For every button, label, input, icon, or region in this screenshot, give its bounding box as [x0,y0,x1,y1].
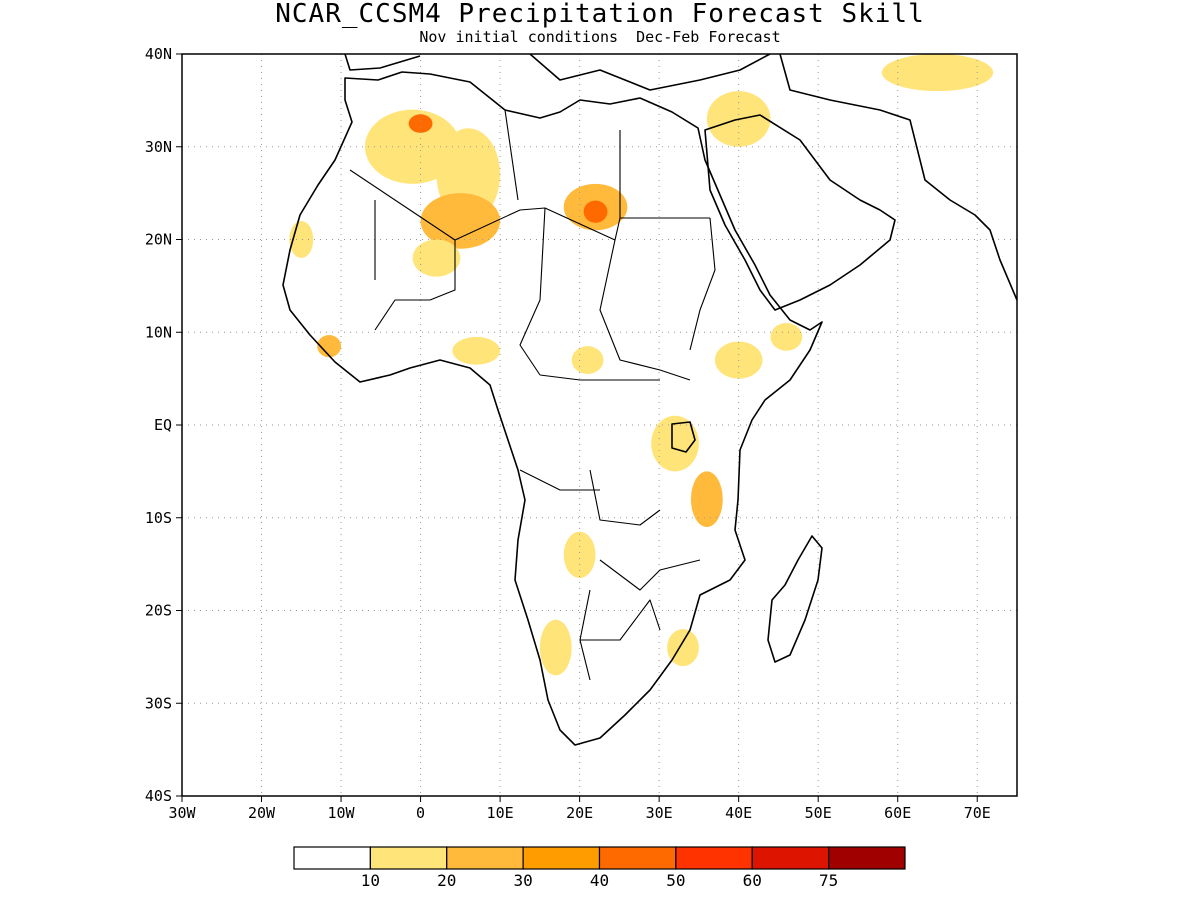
colorbar-swatch [446,846,524,870]
skill-region [690,471,723,528]
y-tick-label: 10S [145,509,172,527]
skill-region [408,114,433,133]
lake-victoria [671,421,696,453]
colorbar-swatch [522,846,601,870]
skill-region [583,200,608,223]
y-tick-label: 10N [145,323,172,341]
skill-region [420,193,501,249]
colorbar-swatch [751,846,830,870]
y-tick-label: 40S [145,787,172,805]
skill-region [412,239,461,277]
x-tick-label: 10E [487,804,514,822]
colorbar-swatch [369,846,448,870]
y-tick-label: 20N [145,231,172,249]
africa-coastline [282,71,823,746]
y-tick-label: EQ [154,416,172,434]
x-tick-label: 70E [964,804,991,822]
country-borders [349,109,716,681]
x-tick-label: 40E [725,804,752,822]
x-tick-label: 20E [566,804,593,822]
y-tick-label: 20S [145,602,172,620]
x-tick-label: 30E [646,804,673,822]
y-tick-label: 30N [145,138,172,156]
colorbar-swatch [293,846,371,870]
colorbar-label: 30 [513,871,532,890]
colorbar-label: 75 [819,871,838,890]
skill-region [563,531,596,579]
skill-region [364,109,461,184]
colorbar-swatch [828,846,906,870]
colorbar-label: 50 [666,871,685,890]
skill-region [452,336,501,365]
graticule [182,54,1017,796]
colorbar-label: 60 [743,871,762,890]
mediterranean-north-coast [344,54,1017,301]
colorbar-label: 40 [590,871,609,890]
x-tick-label: 60E [884,804,911,822]
colorbar-label: 20 [437,871,456,890]
skill-region [770,322,803,351]
skill-region [881,54,994,92]
skill-region [651,415,699,472]
x-tick-label: 30W [168,804,196,822]
y-tick-label: 40N [145,45,172,63]
colorbar-label: 10 [361,871,380,890]
x-tick-label: 20W [248,804,276,822]
x-tick-label: 0 [416,804,425,822]
colorbar: 10 20 30 40 50 60 75 [293,846,906,890]
colorbar-swatch [675,846,753,870]
x-tick-label: 50E [805,804,832,822]
chart-title: NCAR_CCSM4 Precipitation Forecast Skill [275,0,925,29]
arabia-coastline [704,114,896,311]
colorbar-swatch [598,846,677,870]
y-tick-label: 30S [145,694,172,712]
skill-region [571,346,604,374]
x-tick-label: 10W [328,804,356,822]
skill-region [667,629,699,667]
madagascar-coastline [767,535,823,663]
skill-region [539,619,572,676]
axis-ticks: 30W 20W 10W 0 10E 20E 30E 40E 50E 60E 70E 40N 30N 20N… [145,45,991,822]
chart-subtitle: Nov initial conditions Dec-Feb Forecast [419,28,781,46]
coastlines-and-borders [282,54,1017,746]
skill-shading-layer [289,54,994,676]
plot-frame [181,53,1018,797]
skill-region [317,335,342,358]
